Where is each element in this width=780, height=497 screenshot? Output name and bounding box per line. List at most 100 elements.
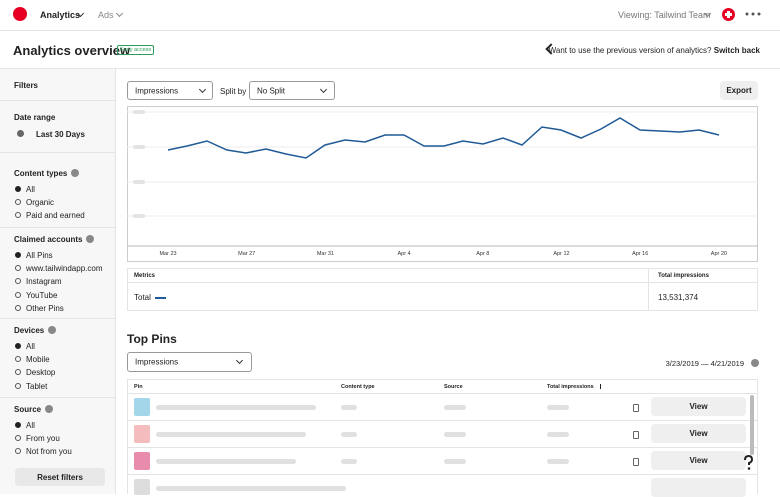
help-icon[interactable] xyxy=(751,359,759,367)
x-tick-label: Mar 23 xyxy=(159,251,176,257)
radio-button[interactable] xyxy=(15,291,21,298)
split-select[interactable]: No Split xyxy=(249,81,335,100)
analytics-menu[interactable]: Analytics xyxy=(40,10,81,20)
sidebar: Filters Date range Last 30 Days Reset fi… xyxy=(0,69,116,494)
help-icon[interactable] xyxy=(71,169,80,177)
date-range-value[interactable]: Last 30 Days xyxy=(36,130,85,139)
radio-button[interactable] xyxy=(15,382,21,389)
blurred-source xyxy=(444,459,466,464)
filter-option[interactable]: Paid and earned xyxy=(26,211,85,221)
chevron xyxy=(115,9,124,18)
prompt-text: Want to use the previous version of anal… xyxy=(548,46,712,55)
filter-option[interactable]: YouTube xyxy=(26,290,58,300)
radio-button[interactable] xyxy=(15,252,21,258)
help-icon[interactable] xyxy=(86,235,95,243)
blurred-pin-title xyxy=(156,432,306,437)
help-icon[interactable] xyxy=(48,326,57,334)
split-label: Split by xyxy=(220,87,247,96)
ads-menu[interactable]: Ads xyxy=(98,10,114,20)
metric-select[interactable]: Impressions xyxy=(127,81,213,100)
divider xyxy=(128,447,757,448)
filter-option[interactable]: www.tailwindapp.com xyxy=(26,264,103,274)
filter-option[interactable]: Other Pins xyxy=(26,303,64,313)
filters-title: Filters xyxy=(14,81,39,90)
metrics-column: Total impressions xyxy=(658,273,709,279)
blurred-impressions xyxy=(547,432,569,437)
filter-option[interactable]: Mobile xyxy=(26,355,50,365)
filter-option[interactable]: Organic xyxy=(26,198,55,208)
filter-option[interactable]: Desktop xyxy=(26,368,56,378)
early-access-badge: Early access xyxy=(117,45,155,55)
radio-button[interactable] xyxy=(15,448,21,455)
export-button[interactable]: Export xyxy=(720,81,758,100)
divider xyxy=(0,318,115,319)
x-tick-label: Apr 4 xyxy=(398,251,411,257)
view-button[interactable]: View xyxy=(651,424,746,443)
blurred-tick xyxy=(133,145,145,149)
pin-thumbnail xyxy=(134,425,150,443)
filter-group-title: Content types xyxy=(14,169,80,178)
x-tick-label: Apr 12 xyxy=(553,251,569,257)
sort-arrow xyxy=(600,384,601,389)
metrics-table: Metrics Total impressions Total 13,531,3… xyxy=(127,268,758,311)
column-header: Content type xyxy=(341,384,375,390)
filter-option[interactable]: Tablet xyxy=(26,381,48,391)
blurred-content-type xyxy=(341,432,357,437)
pin-thumbnail xyxy=(134,452,150,470)
blurred-impressions xyxy=(547,405,569,410)
blurred-tick xyxy=(133,110,145,114)
x-tick-label: Mar 31 xyxy=(317,251,334,257)
radio-button[interactable] xyxy=(15,304,21,311)
radio-button[interactable] xyxy=(15,212,21,219)
radio-button[interactable] xyxy=(15,186,21,192)
metric-select-text: Impressions xyxy=(135,86,179,95)
plus-icon xyxy=(725,13,732,16)
blurred-source xyxy=(444,432,466,437)
view-button[interactable]: View xyxy=(651,397,746,416)
filter-option[interactable]: From you xyxy=(26,434,60,444)
blurred-impressions xyxy=(547,459,569,464)
radio-button[interactable] xyxy=(15,199,21,206)
radio-button[interactable] xyxy=(15,422,21,428)
x-tick-label: Apr 20 xyxy=(711,251,727,257)
top-pins-select[interactable]: Impressions xyxy=(127,352,252,372)
blurred-tick xyxy=(133,180,145,184)
filter-option[interactable]: Instagram xyxy=(26,277,62,287)
top-pins-date-range: 3/23/2019 — 4/21/2019 xyxy=(665,359,744,368)
radio-button[interactable] xyxy=(15,356,21,363)
radio-button[interactable] xyxy=(15,435,21,442)
pinterest-logo[interactable] xyxy=(13,7,27,21)
column-header: Total impressions xyxy=(547,384,594,390)
reset-filters-button[interactable]: Reset filters xyxy=(15,468,105,486)
filter-option[interactable]: Not from you xyxy=(26,447,72,457)
switch-back-link[interactable]: Switch back xyxy=(713,46,760,55)
radio-button[interactable] xyxy=(15,278,21,285)
switch-back-prompt: Want to use the previous version of anal… xyxy=(549,46,760,55)
filter-option[interactable]: All xyxy=(26,185,35,194)
radio-button[interactable] xyxy=(15,369,21,376)
scrollbar xyxy=(750,395,754,455)
help-button[interactable] xyxy=(742,454,754,471)
filter-option[interactable]: All Pins xyxy=(26,251,53,260)
date-range-title: Date range xyxy=(14,113,56,122)
view-button[interactable] xyxy=(651,478,746,497)
viewing-account[interactable]: Viewing: Tailwind Team xyxy=(618,10,711,20)
help-icon[interactable] xyxy=(45,405,54,413)
help-glyph xyxy=(744,454,754,470)
filter-group-title: Devices xyxy=(14,326,57,335)
filter-option[interactable]: All xyxy=(26,342,35,351)
radio-button[interactable] xyxy=(15,343,21,349)
filter-option[interactable]: All xyxy=(26,421,35,430)
blurred-content-type xyxy=(341,405,357,410)
view-button[interactable]: View xyxy=(651,451,746,470)
legend-swatch xyxy=(155,297,166,299)
x-tick-label: Apr 16 xyxy=(632,251,648,257)
impressions-chart: Mar 23 Mar 27 Mar 31 Apr 4 Apr 8 Apr 12 Apr 16… xyxy=(127,106,758,262)
clock-icon xyxy=(17,130,24,137)
split-select-text: No Split xyxy=(257,86,286,95)
divider xyxy=(128,393,757,394)
radio-button[interactable] xyxy=(15,265,21,272)
divider xyxy=(0,100,115,101)
more-menu[interactable] xyxy=(745,12,761,16)
